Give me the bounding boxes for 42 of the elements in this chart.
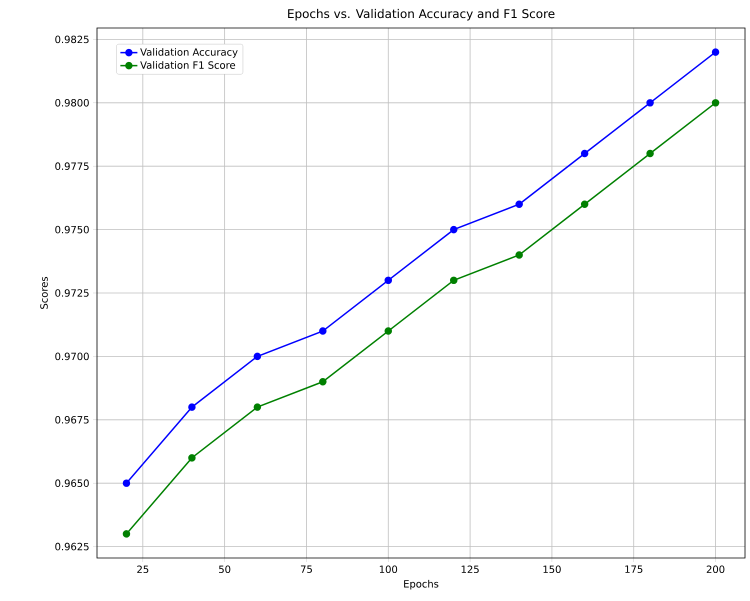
point	[188, 454, 196, 462]
point	[319, 378, 327, 386]
chart-title: Epochs vs. Validation Accuracy and F1 Score	[288, 8, 554, 20]
point	[254, 403, 262, 411]
point	[384, 276, 392, 284]
y-tick-label: 0.9625	[55, 542, 89, 550]
y-tick-label: 0.9775	[55, 162, 89, 170]
legend-label: Validation Accuracy	[140, 48, 238, 58]
point	[450, 276, 458, 284]
point	[580, 200, 588, 208]
x-tick-label: 200	[706, 566, 724, 574]
x-tick-label: 175	[625, 566, 642, 573]
point	[450, 226, 458, 234]
x-axis-title: Epochs	[404, 580, 438, 590]
x-tick-label: 25	[137, 566, 148, 574]
x-tick-label: 125	[462, 566, 479, 574]
point	[319, 327, 327, 335]
point	[580, 150, 588, 158]
point	[384, 327, 392, 335]
point	[646, 99, 654, 107]
y-tick-label: 0.9650	[55, 479, 89, 487]
point	[712, 99, 720, 107]
point	[515, 200, 523, 208]
y-tick-label: 0.9750	[55, 226, 89, 234]
y-axis-title: Scores	[40, 276, 48, 309]
y-tick-label: 0.9675	[55, 416, 89, 424]
point	[646, 150, 654, 158]
point	[122, 479, 130, 487]
x-tick-label: 100	[380, 566, 398, 574]
y-tick-label: 0.9800	[55, 99, 89, 107]
point	[515, 251, 523, 259]
x-tick-label: 75	[300, 566, 312, 573]
x-tick-label: 50	[219, 566, 230, 574]
point	[254, 352, 262, 360]
point	[188, 403, 196, 411]
point	[122, 530, 130, 538]
legend-label: Validation F1 Score	[140, 61, 236, 69]
x-tick-label: 150	[544, 566, 561, 574]
point	[712, 48, 720, 56]
y-tick-label: 0.9700	[55, 352, 89, 360]
y-tick-label: 0.9825	[55, 36, 89, 44]
y-tick-label: 0.9725	[55, 289, 89, 297]
